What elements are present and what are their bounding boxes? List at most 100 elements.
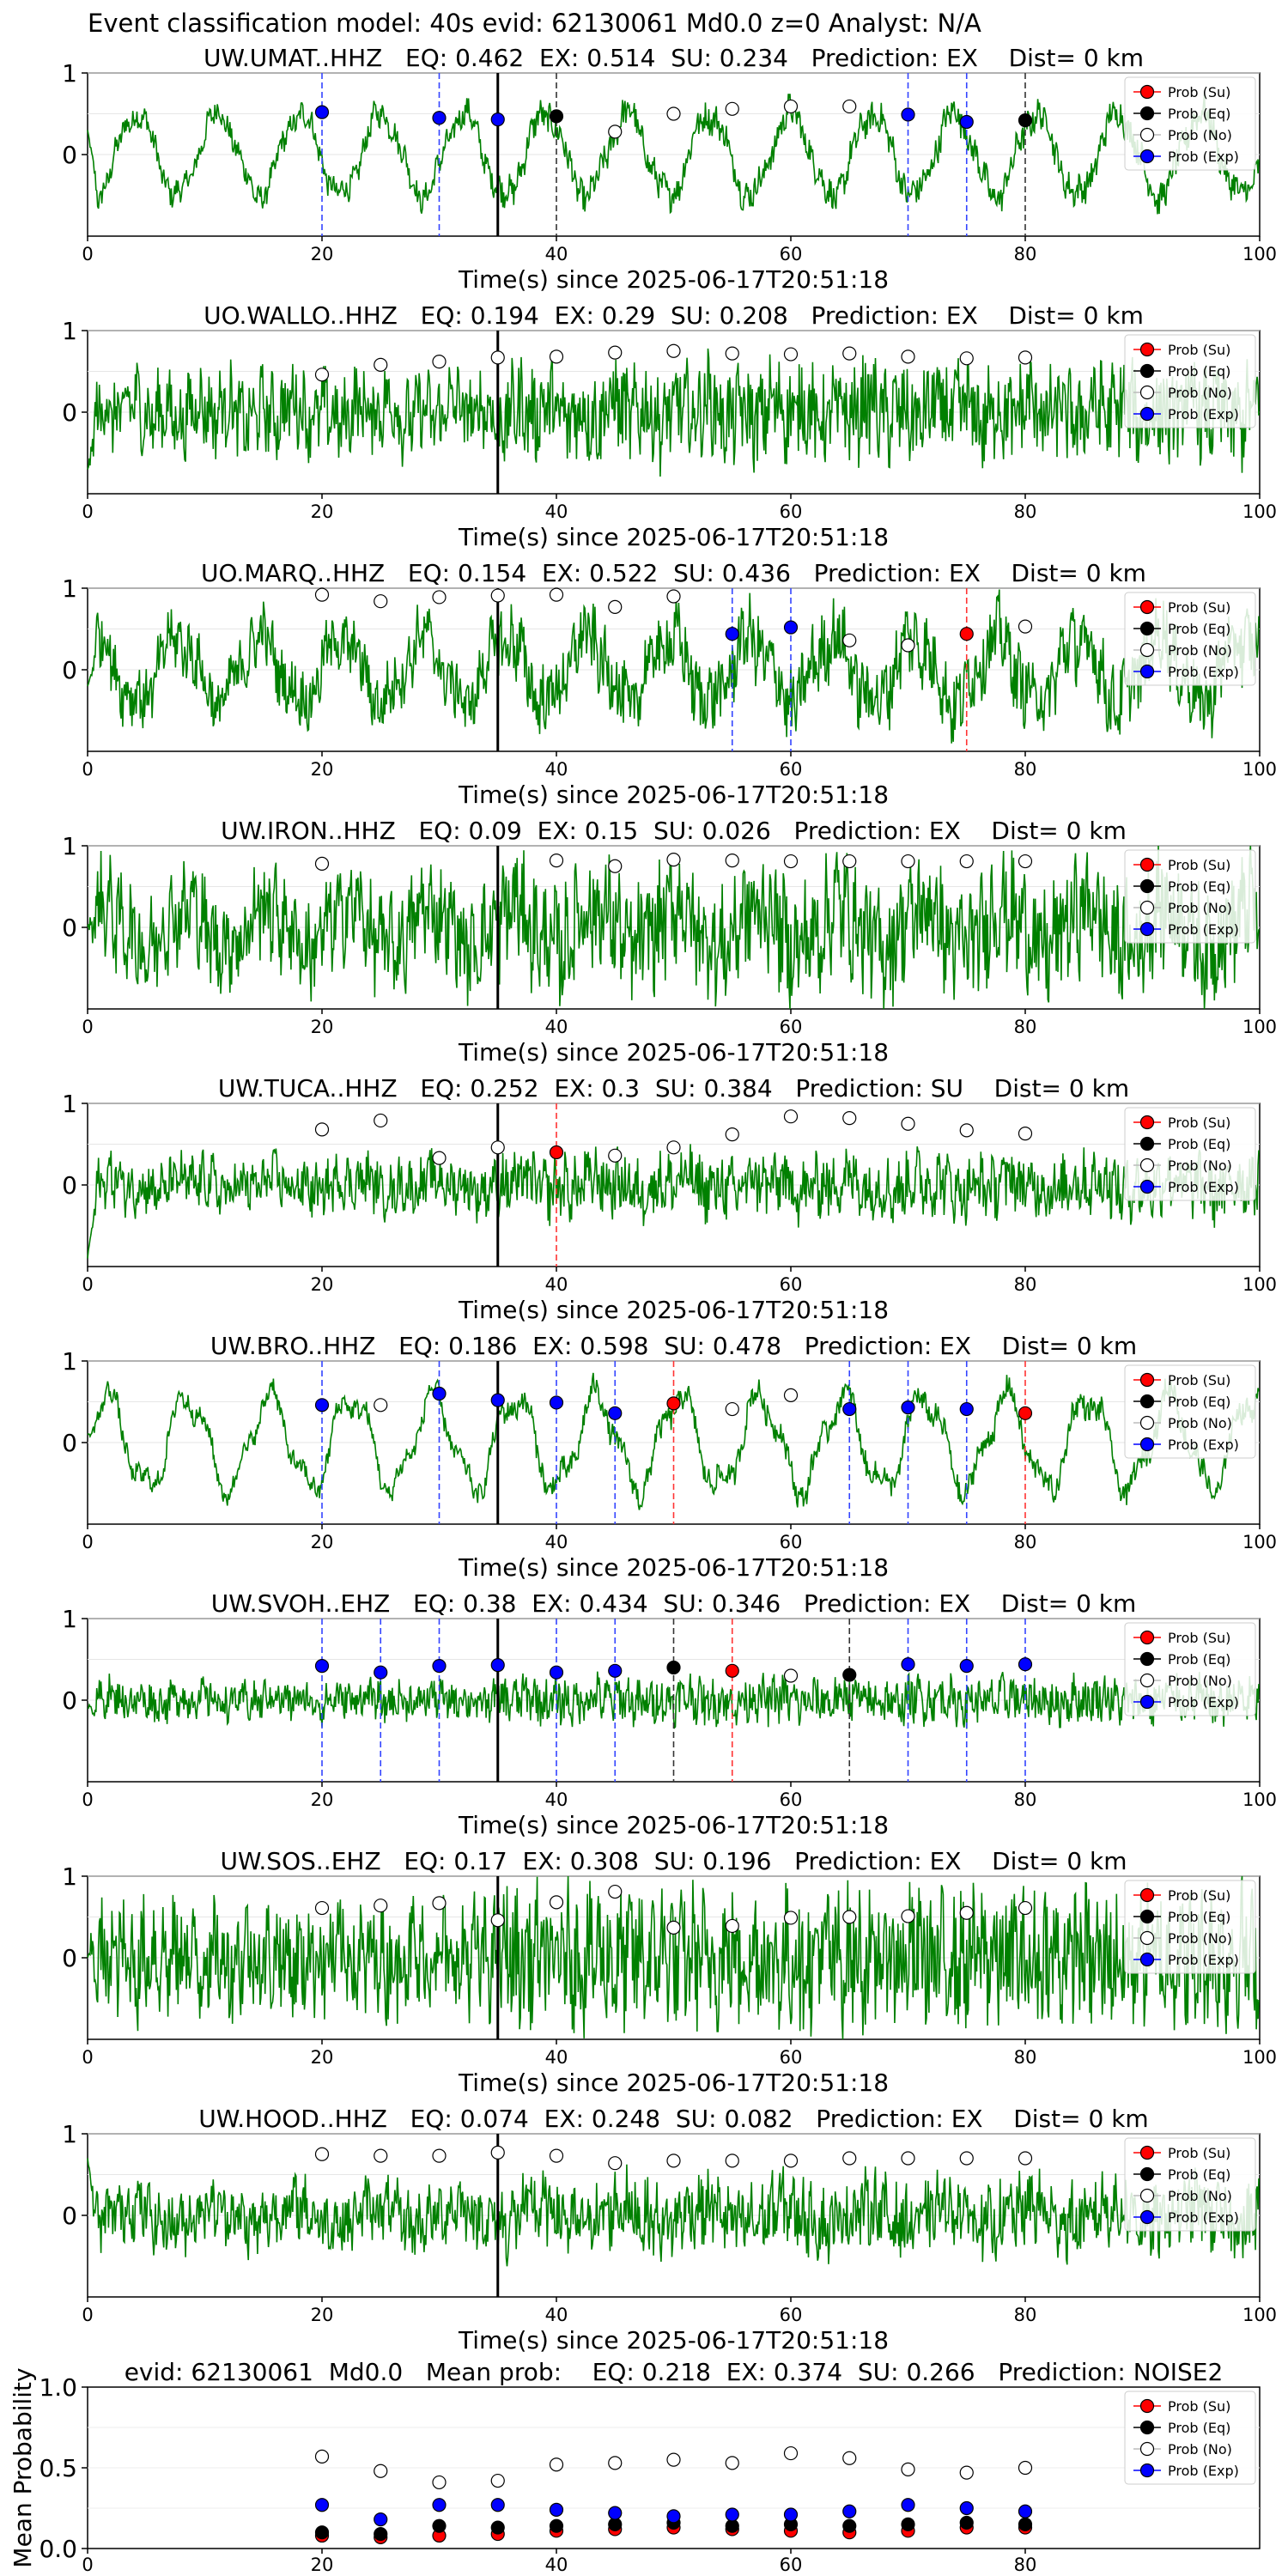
x-tick-label: 40	[545, 244, 568, 264]
prob-marker-no	[901, 349, 915, 364]
x-tick-label: 20	[311, 1789, 334, 1810]
legend-marker-no	[1139, 385, 1155, 400]
legend-marker-exp	[1139, 1694, 1155, 1710]
legend-marker-su	[1139, 2398, 1155, 2414]
prob-marker-no	[608, 125, 623, 139]
x-axis-label: Time(s) since 2025-06-17T20:51:18	[458, 1553, 889, 1582]
legend: Prob (Su) Prob (Eq) Prob (No) Prob (Exp)	[1124, 592, 1256, 686]
prob-marker-no	[725, 346, 739, 361]
x-tick-label: 80	[1014, 2047, 1037, 2068]
prob-marker-no	[1018, 1127, 1033, 1141]
legend-marker-exp	[1139, 1179, 1155, 1194]
prob-marker-exp	[783, 620, 799, 635]
x-tick-label: 100	[1242, 244, 1277, 264]
x-tick-label: 80	[1014, 2555, 1037, 2575]
mean-marker-exp	[432, 2498, 447, 2512]
mean-marker-no	[314, 2449, 330, 2464]
prob-marker-exp	[1018, 1657, 1033, 1672]
x-tick-label: 100	[1242, 1789, 1277, 1810]
mean-marker-eq	[314, 2525, 330, 2540]
mean-marker-no	[901, 2462, 915, 2476]
prob-marker-no	[783, 347, 799, 361]
legend-marker-no	[1139, 1930, 1155, 1946]
prob-marker-no	[1018, 1900, 1033, 1916]
mean-marker-no	[959, 2465, 974, 2480]
x-tick-label: 20	[311, 501, 334, 522]
legend-box	[1124, 76, 1256, 171]
x-tick-label: 80	[1014, 1532, 1037, 1552]
prob-marker-no	[1018, 619, 1033, 634]
legend-marker-su	[1139, 857, 1155, 872]
prob-marker-no	[490, 1913, 505, 1928]
prob-marker-su	[959, 627, 974, 641]
prob-marker-no	[490, 1140, 505, 1155]
y-tick-label: 1	[62, 59, 77, 88]
prob-marker-no	[490, 588, 505, 603]
prob-marker-no	[959, 2151, 974, 2166]
mean-marker-exp	[490, 2498, 505, 2512]
x-tick-label: 0	[82, 1274, 93, 1295]
prob-marker-su	[666, 1396, 681, 1411]
mean-marker-eq	[1018, 2517, 1033, 2531]
prob-marker-no	[666, 853, 681, 867]
prob-marker-exp	[959, 114, 974, 130]
x-tick-label: 0	[82, 2305, 93, 2325]
mean-marker-eq	[490, 2520, 505, 2535]
prob-marker-no	[314, 587, 330, 602]
legend-marker-no	[1139, 1673, 1155, 1688]
x-tick-label: 0	[82, 501, 93, 522]
x-tick-label: 0	[82, 1532, 93, 1552]
legend-label-su: Prob (Su)	[1168, 599, 1230, 616]
y-tick-label: 0	[62, 1944, 77, 1972]
legend: Prob (Su) Prob (Eq) Prob (No) Prob (Exp)	[1124, 849, 1256, 944]
prob-marker-no	[725, 101, 739, 116]
prob-marker-no	[783, 1911, 799, 1925]
mean-marker-eq	[549, 2518, 564, 2533]
mean-marker-eq	[432, 2518, 447, 2533]
legend-box	[1124, 334, 1256, 428]
legend-marker-su	[1139, 599, 1155, 615]
x-tick-label: 60	[780, 759, 803, 780]
legend-marker-su	[1139, 84, 1155, 100]
legend-marker-eq	[1139, 1651, 1155, 1667]
prob-marker-su	[725, 1663, 739, 1678]
y-tick-label: 1	[62, 1347, 77, 1376]
waveform-trace	[87, 845, 1260, 1010]
x-tick-label: 80	[1014, 2305, 1037, 2325]
x-tick-label: 60	[780, 2555, 803, 2575]
legend-box	[1124, 592, 1256, 686]
legend-label-eq: Prob (Eq)	[1168, 878, 1230, 895]
prob-marker-no	[549, 853, 564, 868]
y-tick-label: 0.0	[39, 2535, 77, 2563]
legend: Prob (Su) Prob (Eq) Prob (No) Prob (Exp)	[1124, 1364, 1256, 1459]
legend-marker-no	[1139, 1415, 1155, 1431]
legend-label-no: Prob (No)	[1168, 1157, 1232, 1174]
station-title: UW.UMAT..HHZ EQ: 0.462 EX: 0.514 SU: 0.2…	[204, 44, 1144, 72]
prob-marker-no	[842, 854, 857, 869]
prob-marker-no	[314, 368, 330, 382]
legend-marker-eq	[1139, 1909, 1155, 1924]
x-tick-label: 60	[780, 1532, 803, 1552]
legend-marker-exp	[1139, 149, 1155, 164]
prob-marker-eq	[842, 1668, 857, 1682]
prob-marker-exp	[901, 1400, 915, 1415]
x-tick-label: 0	[82, 244, 93, 264]
x-tick-label: 60	[780, 244, 803, 264]
y-tick-label: 0	[62, 2202, 77, 2230]
mean-marker-exp	[901, 2498, 915, 2512]
prob-marker-no	[725, 1918, 739, 1934]
prob-marker-su	[1018, 1406, 1033, 1420]
legend-marker-eq	[1139, 2420, 1155, 2435]
x-tick-label: 40	[545, 2047, 568, 2068]
legend-label-exp: Prob (Exp)	[1168, 664, 1239, 680]
prob-marker-no	[374, 2148, 388, 2163]
x-tick-label: 60	[780, 2305, 803, 2325]
x-axis-label: Time(s) since 2025-06-17T20:51:18	[458, 1811, 889, 1839]
legend-label-no: Prob (No)	[1168, 2441, 1232, 2458]
prob-marker-no	[901, 1909, 915, 1923]
x-axis-label: Time(s) since 2025-06-17T20:51:18	[458, 1038, 889, 1066]
